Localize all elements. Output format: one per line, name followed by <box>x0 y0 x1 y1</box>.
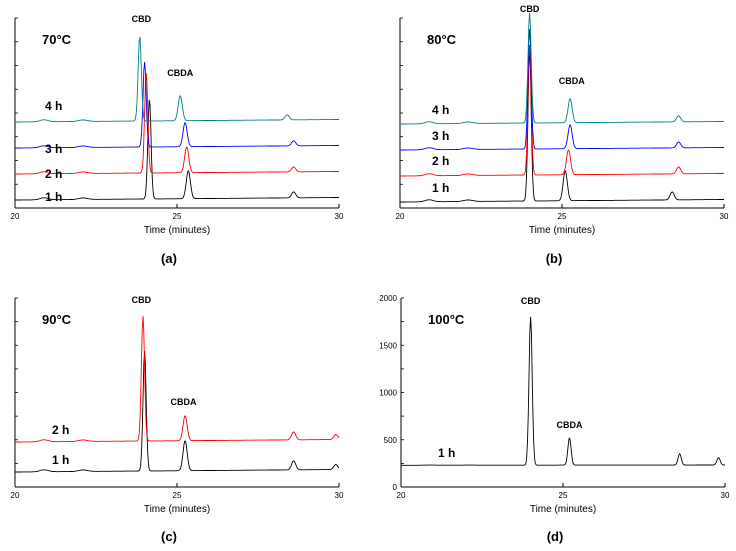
series-line <box>15 36 339 123</box>
series-line <box>15 61 339 149</box>
series-line <box>400 44 724 177</box>
series-line <box>400 12 724 125</box>
y-tick-label: 1000 <box>379 389 397 398</box>
x-tick-label: 20 <box>11 491 20 500</box>
peak-label: CBDA <box>556 420 582 430</box>
x-tick-label: 25 <box>173 212 182 221</box>
x-tick-label: 25 <box>173 491 182 500</box>
panel-label: (c) <box>161 529 177 544</box>
panel-a: 20 25 30 Time (minutes) (a) 70°C 1 h 2 h 3 h 4 h C… <box>11 14 344 266</box>
x-axis-label: Time (minutes) <box>530 504 596 515</box>
peak-label: CBD <box>132 295 152 305</box>
series-label: 2 h <box>52 423 69 437</box>
series-label: 4 h <box>432 103 449 117</box>
panel-label: (a) <box>161 251 177 266</box>
x-tick-label: 30 <box>720 212 729 221</box>
peak-label: CBDA <box>170 397 196 407</box>
panel-label: (b) <box>546 251 563 266</box>
x-tick-label: 25 <box>559 491 568 500</box>
series-label: 1 h <box>45 190 62 204</box>
temperature-label: 80°C <box>427 32 457 47</box>
series-label: 3 h <box>45 142 62 156</box>
series-label: 4 h <box>45 99 62 113</box>
x-tick-label: 30 <box>335 491 344 500</box>
series-line <box>15 350 340 473</box>
y-tick-label: 2000 <box>379 294 397 303</box>
series-label: 1 h <box>52 453 69 467</box>
series-label: 2 h <box>432 154 449 168</box>
series-line <box>15 99 339 201</box>
x-tick-label: 20 <box>396 212 405 221</box>
y-tick-label: 500 <box>384 436 398 445</box>
series-line <box>400 28 724 151</box>
series-line <box>15 316 340 443</box>
x-tick-label: 30 <box>721 491 730 500</box>
x-tick-label: 20 <box>397 491 406 500</box>
peak-label: CBD <box>132 14 152 24</box>
peak-label: CBDA <box>559 76 585 86</box>
temperature-label: 90°C <box>42 312 72 327</box>
x-tick-label: 30 <box>335 212 344 221</box>
x-axis-label: Time (minutes) <box>144 225 210 236</box>
panel-label: (d) <box>547 529 564 544</box>
y-tick-label: 1500 <box>379 341 397 350</box>
series-label: 1 h <box>438 446 455 460</box>
series-label: 1 h <box>432 181 449 195</box>
panel-c: 20 25 30 Time (minutes) (c) 90°C 1 h 2 h CBD CBDA <box>11 295 344 544</box>
series-label: 2 h <box>45 167 62 181</box>
x-axis-label: Time (minutes) <box>144 504 210 515</box>
x-axis-label: Time (minutes) <box>529 225 595 236</box>
series-line <box>401 316 725 466</box>
series-line <box>400 50 724 203</box>
panel-b: 20 25 30 Time (minutes) (b) 80°C 1 h 2 h 3 h 4 h C… <box>396 4 729 266</box>
series-label: 3 h <box>432 129 449 143</box>
series-line <box>15 73 339 175</box>
x-tick-label: 20 <box>11 212 20 221</box>
temperature-label: 70°C <box>42 32 72 47</box>
temperature-label: 100°C <box>428 312 465 327</box>
panel-d: 20 25 30 0 500 1000 1500 2000 Time (minutes) (d) 1… <box>379 294 730 544</box>
y-tick-label: 0 <box>393 483 398 492</box>
peak-label: CBDA <box>167 68 193 78</box>
peak-label: CBD <box>521 296 541 306</box>
peak-label: CBD <box>520 4 540 14</box>
x-tick-label: 25 <box>558 212 567 221</box>
